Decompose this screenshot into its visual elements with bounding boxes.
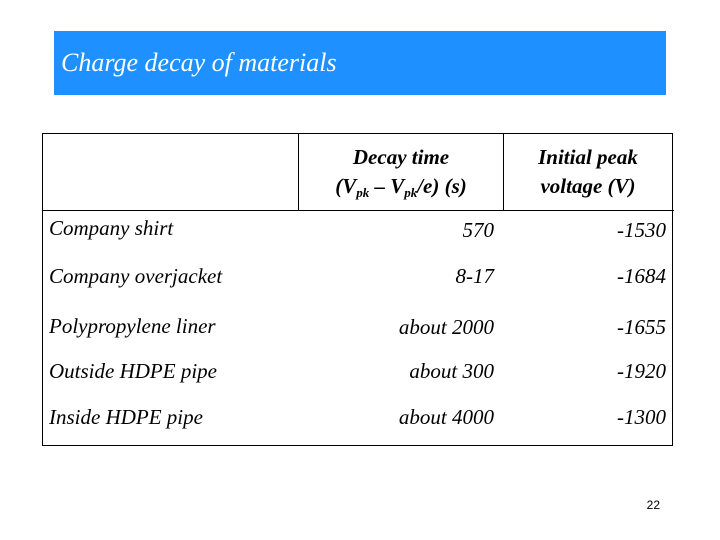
row-initial-voltage: -1655	[617, 315, 666, 339]
row-decay-time: about 4000	[398, 405, 494, 429]
header-decay-time: Decay time (Vpk – Vpk/e) (s)	[299, 134, 503, 210]
header-divider-left	[298, 134, 299, 210]
row-decay-time: 570	[462, 218, 495, 242]
page-number: 22	[646, 498, 660, 512]
row-material: Inside HDPE pipe	[49, 405, 203, 429]
row-initial-voltage: -1920	[617, 359, 666, 383]
header-decay-open: (V	[335, 174, 357, 198]
row-decay-time: about 2000	[398, 315, 494, 339]
header-divider-right	[503, 134, 504, 210]
charge-decay-table: Decay time (Vpk – Vpk/e) (s) Initial pea…	[42, 133, 674, 446]
title-bar: Charge decay of materials	[54, 31, 666, 95]
header-bottom-rule	[43, 210, 674, 211]
row-initial-voltage: -1684	[617, 264, 666, 288]
row-material: Polypropylene liner	[49, 314, 216, 338]
header-decay-line1: Decay time	[352, 145, 450, 169]
header-decay-line2: (Vpk – Vpk/e) (s)	[335, 172, 467, 201]
header-decay-sub1: pk	[356, 185, 370, 200]
row-decay-time: about 300	[409, 359, 494, 383]
row-initial-voltage: -1300	[617, 405, 666, 429]
row-decay-time: 8-17	[455, 264, 495, 288]
header-decay-mid: – V	[369, 174, 405, 198]
header-voltage-line1: Initial peak	[538, 145, 638, 169]
row-material: Outside HDPE pipe	[49, 359, 217, 383]
header-decay-sub2: pk	[404, 185, 418, 200]
header-decay-close: /e) (s)	[417, 174, 467, 198]
row-material: Company shirt	[49, 216, 174, 240]
slide-title: Charge decay of materials	[61, 48, 337, 77]
row-material: Company overjacket	[49, 264, 223, 288]
header-voltage-line2: voltage (V)	[540, 174, 636, 198]
header-initial-voltage: Initial peak voltage (V)	[504, 134, 672, 210]
row-initial-voltage: -1530	[617, 218, 666, 242]
